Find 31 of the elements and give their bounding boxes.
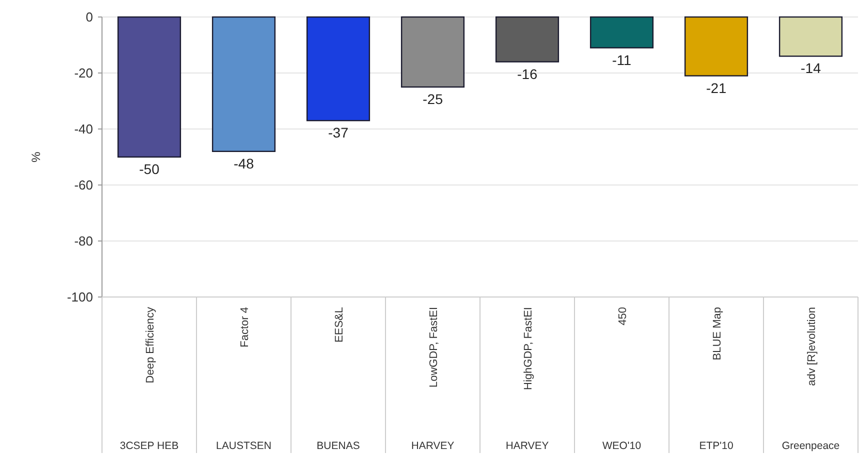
x-tick-label: LowGDP, FastEI [428,307,440,388]
text: Greenpeace [782,440,840,452]
y-tick-label: 0 [86,10,93,25]
y-tick-label: -100 [66,290,93,305]
x-tick-label: EES&L [333,307,346,342]
text: ETP'10 [699,440,734,452]
text: LAUSTSEN [216,440,272,452]
data-label: -25 [422,91,444,107]
y-tick-label: -60 [74,178,93,193]
y-tick-label: -20 [74,66,93,81]
text: 3CSEP HEB [120,440,179,452]
x-tick-label: BLUE Map [711,307,724,360]
data-label: -21 [706,80,727,96]
data-label: -50 [139,161,160,177]
x-tick-label: Factor 4 [238,307,251,348]
text: HARVEY [506,440,549,452]
data-label: -11 [612,52,632,68]
text: HARVEY [411,440,454,452]
x-tick-label: Deep Efficiency [144,306,156,384]
data-label: -48 [234,155,254,172]
x-tick-label: 450 [616,307,629,326]
y-tick-label: -80 [74,234,93,249]
data-label: -14 [800,60,822,76]
y-axis-title: % [29,151,43,162]
x-tick-label: adv [R]evolution [806,307,818,386]
text: BUENAS [316,440,360,452]
data-label: -37 [328,124,349,141]
x-tick-label: HighGDP, FastEI [522,307,534,390]
y-tick-label: -40 [74,122,93,137]
data-label: -16 [517,66,538,82]
text: WEO'10 [602,440,642,452]
